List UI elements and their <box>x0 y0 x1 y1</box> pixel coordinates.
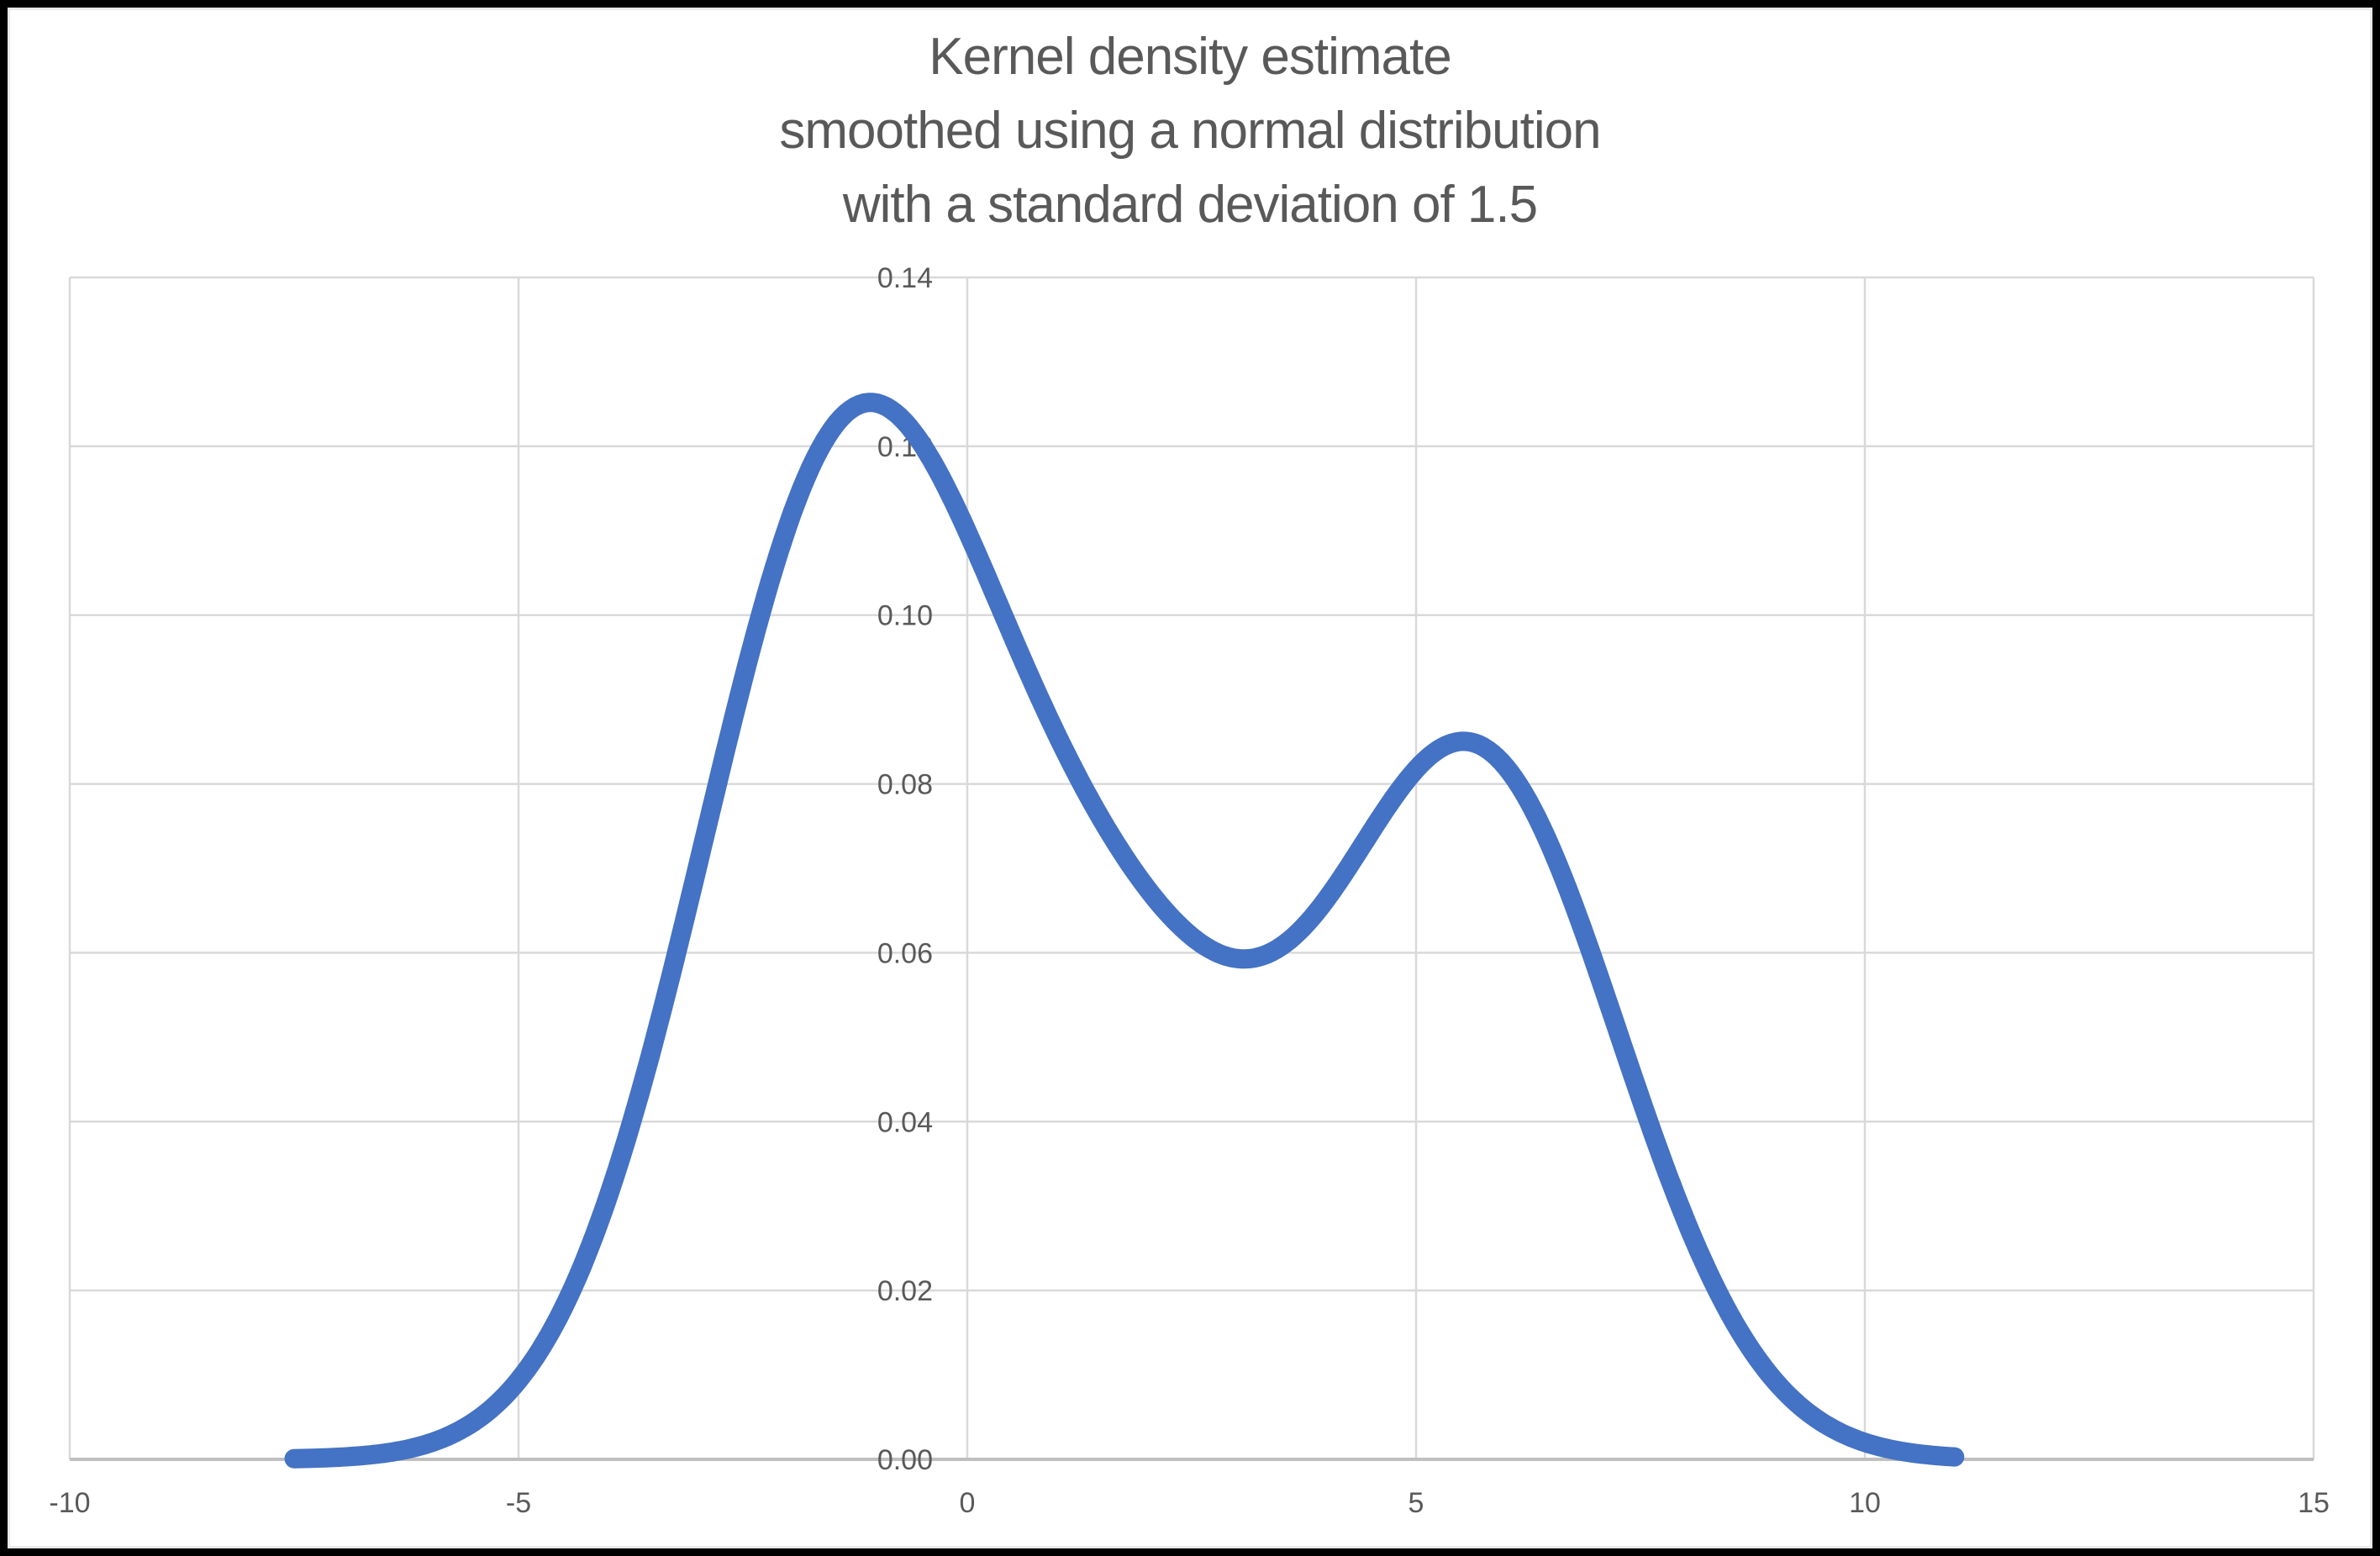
y-axis-tick-label: 0.14 <box>877 262 933 294</box>
chart-title: Kernel density estimate smoothed using a… <box>0 20 2380 242</box>
x-axis-tick-label: 0 <box>960 1487 976 1519</box>
x-axis-tick-label: -5 <box>506 1487 531 1519</box>
y-axis-tick-label: 0.10 <box>877 600 933 632</box>
x-axis-tick-label: 5 <box>1409 1487 1424 1519</box>
y-axis-tick-label: 0.06 <box>877 937 933 969</box>
x-axis-tick-label: -10 <box>49 1487 90 1519</box>
kde-curve <box>284 393 1965 1469</box>
x-axis-tick-label: 15 <box>2298 1487 2330 1519</box>
y-axis-tick-label: 0.08 <box>877 769 933 801</box>
series-group <box>284 393 1965 1469</box>
y-axis-tick-label: 0.00 <box>877 1444 933 1476</box>
tick-labels-group: 0.000.020.040.060.080.100.120.14-10 -5 0 5 1… <box>49 262 2329 1519</box>
chart-title-line-1: Kernel density estimate <box>929 28 1451 86</box>
y-axis-tick-label: 0.04 <box>877 1106 933 1138</box>
gridlines-group <box>68 276 2315 1461</box>
y-axis-tick-label: 0.02 <box>877 1275 933 1307</box>
x-axis-tick-label: 10 <box>1849 1487 1881 1519</box>
chart-title-line-3: with a standard deviation of 1.5 <box>842 176 1538 234</box>
chart-title-line-2: smoothed using a normal distribution <box>779 102 1601 160</box>
